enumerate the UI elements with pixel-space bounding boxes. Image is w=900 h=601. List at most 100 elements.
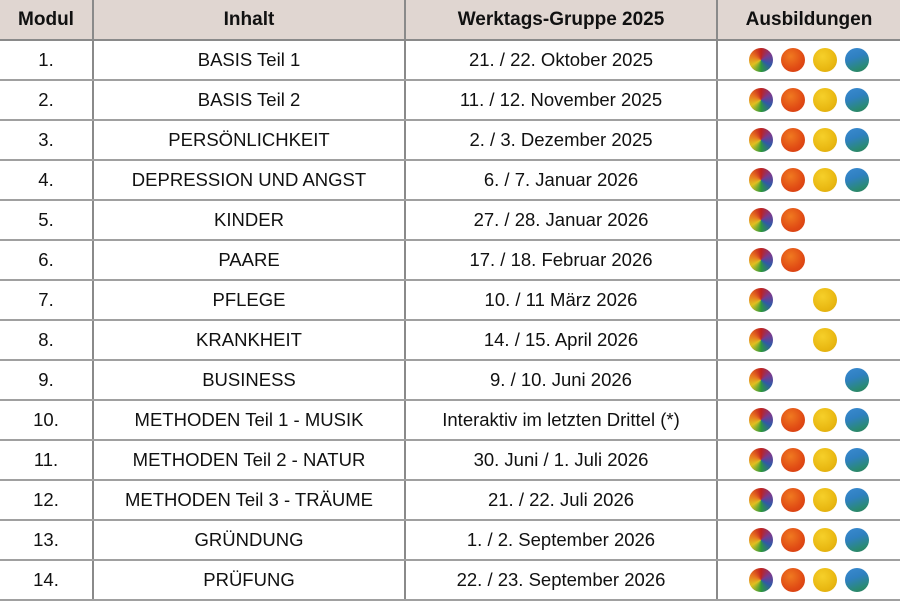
blue-circle-icon [845, 408, 869, 432]
orange-circle-icon [781, 408, 805, 432]
datum-cell: 11. / 12. November 2025 [404, 80, 717, 121]
yellow-circle-icon [813, 568, 837, 592]
rainbow-circle-icon [749, 448, 773, 472]
modul-cell: 12. [0, 480, 93, 521]
rainbow-circle-icon [749, 248, 773, 272]
orange-circle-icon [781, 168, 805, 192]
ausbildungen-icons [718, 208, 900, 232]
ausbildungen-cell [716, 80, 900, 121]
ausbildungen-cell [716, 520, 900, 561]
blue-circle-icon [845, 368, 869, 392]
ausbildungen-icons [718, 528, 900, 552]
table-row: 3. PERSÖNLICHKEIT 2. / 3. Dezember 2025 [0, 120, 900, 161]
datum-cell: 1. / 2. September 2026 [404, 520, 717, 561]
blue-circle-icon [845, 528, 869, 552]
header-datum: Werktags-Gruppe 2025 [404, 0, 717, 41]
ausbildungen-cell [716, 120, 900, 161]
table-row: 2. BASIS Teil 2 11. / 12. November 2025 [0, 80, 900, 121]
ausbildungen-icons [718, 168, 900, 192]
ausbildungen-icons [718, 408, 900, 432]
orange-circle-icon [781, 248, 805, 272]
ausbildungen-cell [716, 360, 900, 401]
modul-cell: 5. [0, 200, 93, 241]
datum-cell: 21. / 22. Juli 2026 [404, 480, 717, 521]
inhalt-cell: DEPRESSION UND ANGST [92, 160, 405, 201]
table-row: 6. PAARE 17. / 18. Februar 2026 [0, 240, 900, 281]
inhalt-cell: METHODEN Teil 1 - MUSIK [92, 400, 405, 441]
ausbildungen-icons [718, 48, 900, 72]
rainbow-circle-icon [749, 48, 773, 72]
header-modul: Modul [0, 0, 93, 41]
inhalt-cell: METHODEN Teil 3 - TRÄUME [92, 480, 405, 521]
modul-cell: 14. [0, 560, 93, 601]
table-row: 9. BUSINESS 9. / 10. Juni 2026 [0, 360, 900, 401]
rainbow-circle-icon [749, 168, 773, 192]
ausbildungen-icons [718, 88, 900, 112]
ausbildungen-cell [716, 480, 900, 521]
datum-cell: 14. / 15. April 2026 [404, 320, 717, 361]
modul-cell: 1. [0, 40, 93, 81]
ausbildungen-cell [716, 40, 900, 81]
datum-cell: 21. / 22. Oktober 2025 [404, 40, 717, 81]
modul-cell: 3. [0, 120, 93, 161]
rainbow-circle-icon [749, 408, 773, 432]
orange-circle-icon [781, 528, 805, 552]
modul-cell: 7. [0, 280, 93, 321]
table-row: 14. PRÜFUNG 22. / 23. September 2026 [0, 560, 900, 601]
ausbildungen-icons [718, 488, 900, 512]
datum-cell: 17. / 18. Februar 2026 [404, 240, 717, 281]
ausbildungen-cell [716, 240, 900, 281]
blue-circle-icon [845, 488, 869, 512]
datum-cell: 6. / 7. Januar 2026 [404, 160, 717, 201]
ausbildungen-icons [718, 568, 900, 592]
yellow-circle-icon [813, 328, 837, 352]
ausbildungen-icons [718, 448, 900, 472]
header-row: Modul Inhalt Werktags-Gruppe 2025 Ausbil… [0, 0, 900, 41]
inhalt-cell: KINDER [92, 200, 405, 241]
datum-cell: 9. / 10. Juni 2026 [404, 360, 717, 401]
ausbildungen-cell [716, 400, 900, 441]
rainbow-circle-icon [749, 208, 773, 232]
ausbildungen-cell [716, 160, 900, 201]
rainbow-circle-icon [749, 288, 773, 312]
datum-cell: 10. / 11 März 2026 [404, 280, 717, 321]
ausbildungen-cell [716, 280, 900, 321]
header-ausbildungen: Ausbildungen [716, 0, 900, 41]
orange-circle-icon [781, 448, 805, 472]
inhalt-cell: PERSÖNLICHKEIT [92, 120, 405, 161]
datum-cell: 30. Juni / 1. Juli 2026 [404, 440, 717, 481]
yellow-circle-icon [813, 528, 837, 552]
inhalt-cell: GRÜNDUNG [92, 520, 405, 561]
blue-circle-icon [845, 448, 869, 472]
inhalt-cell: PFLEGE [92, 280, 405, 321]
modul-cell: 8. [0, 320, 93, 361]
orange-circle-icon [781, 488, 805, 512]
rainbow-circle-icon [749, 328, 773, 352]
yellow-circle-icon [813, 448, 837, 472]
datum-cell: 27. / 28. Januar 2026 [404, 200, 717, 241]
datum-cell: 22. / 23. September 2026 [404, 560, 717, 601]
rainbow-circle-icon [749, 488, 773, 512]
blue-circle-icon [845, 568, 869, 592]
yellow-circle-icon [813, 288, 837, 312]
blue-circle-icon [845, 128, 869, 152]
modul-cell: 9. [0, 360, 93, 401]
orange-circle-icon [781, 128, 805, 152]
table-row: 11. METHODEN Teil 2 - NATUR 30. Juni / 1. … [0, 440, 900, 481]
ausbildungen-icons [718, 128, 900, 152]
inhalt-cell: METHODEN Teil 2 - NATUR [92, 440, 405, 481]
header-inhalt: Inhalt [92, 0, 405, 41]
modul-cell: 13. [0, 520, 93, 561]
ausbildungen-cell [716, 320, 900, 361]
ausbildungen-cell [716, 560, 900, 601]
modul-cell: 6. [0, 240, 93, 281]
orange-circle-icon [781, 48, 805, 72]
orange-circle-icon [781, 208, 805, 232]
rainbow-circle-icon [749, 528, 773, 552]
blue-circle-icon [845, 88, 869, 112]
yellow-circle-icon [813, 48, 837, 72]
ausbildungen-icons [718, 368, 900, 392]
yellow-circle-icon [813, 408, 837, 432]
ausbildungen-icons [718, 328, 900, 352]
